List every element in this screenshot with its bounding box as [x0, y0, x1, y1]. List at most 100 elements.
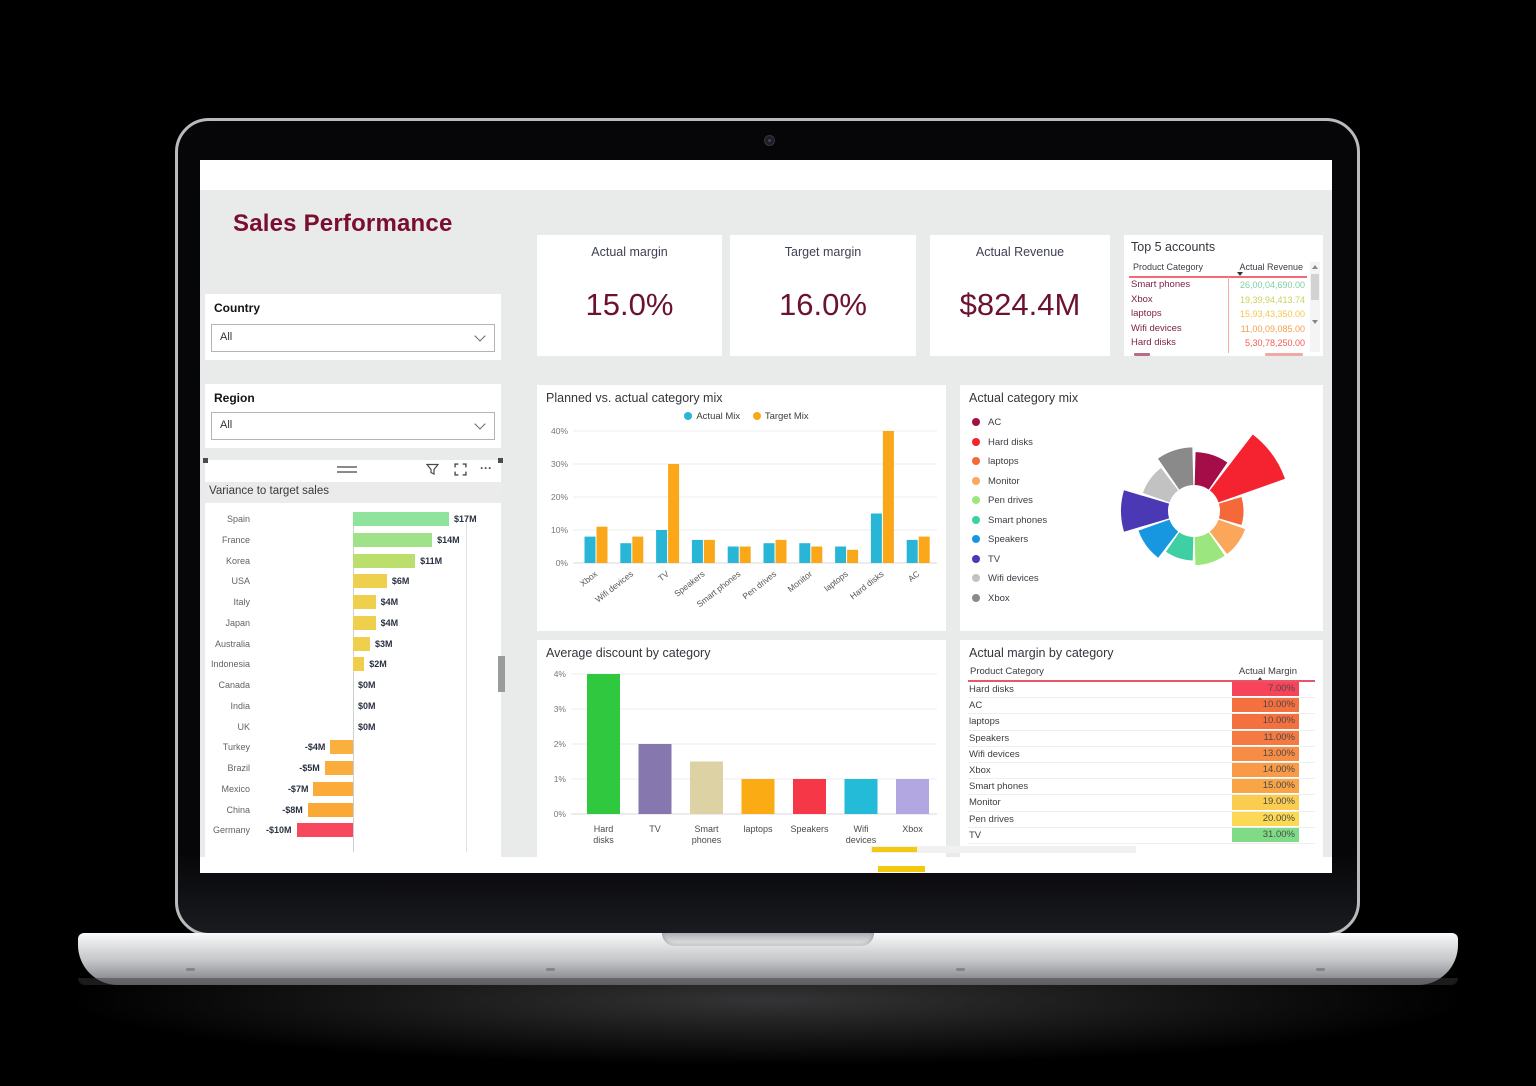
margin-table-row[interactable]: TV 31.00% — [968, 827, 1315, 844]
margin-table-row[interactable]: Monitor 19.00% — [968, 795, 1315, 812]
legend-item-monitor[interactable]: Monitor — [972, 476, 1047, 496]
rose-slice-pen-drives[interactable] — [1194, 532, 1225, 566]
variance-bar-brazil[interactable] — [324, 761, 353, 775]
mix-bar-pen-drives-actual[interactable] — [763, 543, 775, 563]
top5-col-revenue[interactable]: Actual Revenue — [1239, 262, 1303, 272]
mix-bar-tv-target[interactable] — [668, 464, 680, 563]
margin-table-row[interactable]: laptops 10.00% — [968, 714, 1315, 731]
drag-handle-icon[interactable] — [337, 466, 357, 468]
rose-slice-hard-disks[interactable] — [1209, 434, 1285, 503]
variance-bar-france[interactable] — [353, 532, 433, 547]
rose-slice-xbox[interactable] — [1157, 447, 1194, 490]
mix-bar-tv-actual[interactable] — [656, 530, 668, 563]
mix-bar-wifi-devices-target[interactable] — [632, 536, 644, 563]
scroll-thumb[interactable] — [1311, 274, 1319, 300]
mix-bar-hard-disks-actual[interactable] — [870, 513, 882, 564]
margin-table-row[interactable]: Wifi devices 13.00% — [968, 746, 1315, 763]
mix-bar-monitor-target[interactable] — [811, 546, 823, 564]
discount-bar-speakers[interactable] — [793, 779, 826, 814]
top5-row[interactable]: Hard disks 5,30,78,250.00 — [1129, 336, 1307, 351]
margin-table-row[interactable]: Speakers 11.00% — [968, 730, 1315, 747]
top5-scrollbar[interactable] — [1310, 262, 1320, 352]
avg-discount-chart[interactable]: 0% 1% 2% 3% 4% Hard disks TV Smart phones laptops S… — [537, 662, 946, 873]
horizontal-scroll-track[interactable] — [870, 846, 1136, 853]
margin-table-row[interactable]: Smart phones 15.00% — [968, 779, 1315, 796]
rose-slice-ac[interactable] — [1194, 452, 1228, 490]
discount-bar-hard-disks[interactable] — [587, 674, 620, 814]
discount-bar-smart-phones[interactable] — [690, 761, 723, 815]
top5-row[interactable]: Wifi devices 11,00,09,085.00 — [1129, 322, 1307, 337]
mix-bar-speakers-actual[interactable] — [691, 539, 703, 563]
margin-table-row[interactable]: Hard disks 7.00% — [968, 682, 1315, 699]
top5-row[interactable]: laptops 15,93,43,350.00 — [1129, 307, 1307, 322]
legend-item-wifi-devices[interactable]: Wifi devices — [972, 573, 1047, 593]
legend-item-target-mix[interactable]: Target Mix — [743, 411, 809, 422]
margin-table-row[interactable]: Pen drives 20.00% — [968, 811, 1315, 828]
mix-bar-monitor-actual[interactable] — [799, 543, 811, 563]
rose-slice-speakers[interactable] — [1138, 519, 1179, 558]
legend-item-xbox[interactable]: Xbox — [972, 593, 1047, 613]
variance-bar-japan[interactable] — [353, 615, 376, 630]
more-options-icon[interactable]: ··· — [480, 461, 492, 475]
mix-bar-ac-actual[interactable] — [906, 539, 918, 563]
mix-bar-wifi-devices-actual[interactable] — [620, 543, 632, 563]
scroll-up-icon[interactable] — [1312, 265, 1318, 269]
variance-bar-spain[interactable] — [353, 512, 450, 526]
discount-bar-laptops[interactable] — [741, 779, 775, 814]
variance-bar-usa[interactable] — [353, 574, 387, 589]
variance-bar-germany[interactable] — [296, 823, 353, 838]
scroll-down-icon[interactable] — [1312, 320, 1318, 324]
top5-row[interactable]: Xbox 19,39,94,413.74 — [1129, 293, 1307, 308]
mix-bar-laptops-target[interactable] — [847, 549, 859, 563]
mix-bar-xbox-actual[interactable] — [584, 536, 596, 563]
region-dropdown[interactable]: All — [211, 412, 495, 440]
rose-slice-wifi-devices[interactable] — [1142, 468, 1179, 503]
margin-col-category[interactable]: Product Category — [970, 666, 1044, 677]
mix-bar-smart-phones-actual[interactable] — [727, 546, 739, 564]
legend-item-laptops[interactable]: laptops — [972, 456, 1047, 476]
selection-handle[interactable] — [498, 458, 503, 463]
margin-table-row[interactable]: AC 10.00% — [968, 698, 1315, 715]
category-mix-rose-chart[interactable] — [1082, 403, 1317, 625]
discount-bar-xbox[interactable] — [896, 779, 929, 814]
horizontal-scroll-thumb[interactable] — [872, 847, 917, 852]
margin-col-margin[interactable]: Actual Margin — [1238, 666, 1297, 677]
legend-item-speakers[interactable]: Speakers — [972, 534, 1047, 554]
selection-handle[interactable] — [203, 458, 208, 463]
legend-item-tv[interactable]: TV — [972, 554, 1047, 574]
country-dropdown[interactable]: All — [211, 324, 495, 352]
rose-slice-tv[interactable] — [1121, 490, 1170, 532]
variance-bar-australia[interactable] — [353, 636, 370, 651]
rose-slice-laptops[interactable] — [1218, 496, 1244, 526]
variance-bar-mexico[interactable] — [313, 781, 353, 796]
variance-chart[interactable]: Spain $17M France $14M Korea $11M USA $6M Italy $… — [205, 460, 501, 873]
filter-icon[interactable] — [423, 463, 441, 479]
mix-bar-xbox-target[interactable] — [596, 526, 608, 563]
rose-slice-smart-phones[interactable] — [1165, 532, 1194, 561]
legend-item-hard-disks[interactable]: Hard disks — [972, 437, 1047, 457]
mix-bar-pen-drives-target[interactable] — [775, 539, 787, 563]
legend-item-ac[interactable]: AC — [972, 417, 1047, 437]
legend-item-smart-phones[interactable]: Smart phones — [972, 515, 1047, 535]
discount-bar-tv[interactable] — [638, 744, 672, 814]
legend-item-pen-drives[interactable]: Pen drives — [972, 495, 1047, 515]
discount-bar-wifi-devices[interactable] — [844, 779, 878, 814]
rose-slice-monitor[interactable] — [1209, 519, 1246, 554]
variance-bar-china[interactable] — [307, 802, 353, 817]
mix-bar-laptops-actual[interactable] — [835, 546, 847, 564]
mix-bar-ac-target[interactable] — [918, 536, 930, 563]
mix-bar-hard-disks-target[interactable] — [882, 431, 894, 563]
variance-bar-indonesia[interactable] — [353, 657, 365, 672]
top5-row[interactable]: Smart phones 26,00,04,690.00 — [1129, 278, 1307, 293]
legend-item-actual-mix[interactable]: Actual Mix — [674, 411, 740, 422]
mix-bar-speakers-target[interactable] — [703, 539, 715, 563]
variance-bar-turkey[interactable] — [330, 740, 353, 755]
variance-bar-korea[interactable] — [353, 553, 416, 568]
resize-handle-right[interactable] — [498, 656, 505, 692]
mix-bar-smart-phones-target[interactable] — [739, 546, 751, 564]
variance-bar-italy[interactable] — [353, 595, 376, 609]
margin-table-row[interactable]: Xbox 14.00% — [968, 762, 1315, 780]
horizontal-scroll-thumb[interactable] — [878, 866, 925, 872]
focus-mode-icon[interactable] — [451, 463, 469, 479]
